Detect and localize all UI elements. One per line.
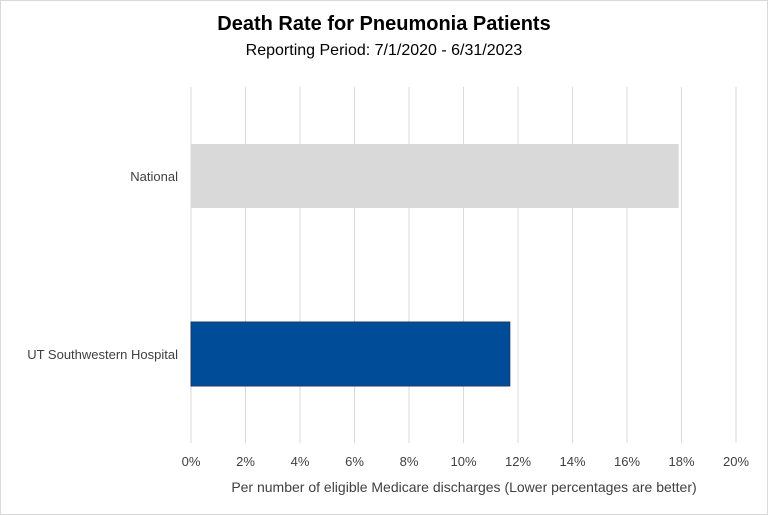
chart-subtitle: Reporting Period: 7/1/2020 - 6/31/2023 (245, 42, 523, 59)
x-tick-label: 10% (450, 454, 476, 469)
bar-ut-southwestern-hospital (190, 321, 511, 387)
x-tick-label: 8% (400, 454, 419, 469)
bar-national (191, 144, 679, 208)
category-label: National (130, 169, 178, 184)
x-tick-label: 18% (668, 454, 694, 469)
x-tick-label: 2% (236, 454, 255, 469)
x-tick-label: 0% (182, 454, 201, 469)
x-tick-label: 14% (559, 454, 585, 469)
x-tick-label: 6% (345, 454, 364, 469)
chart-title: Death Rate for Pneumonia Patients (217, 13, 551, 35)
category-label: UT Southwestern Hospital (27, 347, 178, 362)
x-axis-label: Per number of eligible Medicare discharg… (231, 479, 696, 495)
x-tick-label: 12% (505, 454, 531, 469)
x-tick-label: 4% (291, 454, 310, 469)
x-tick-label: 20% (723, 454, 749, 469)
x-tick-label: 16% (614, 454, 640, 469)
